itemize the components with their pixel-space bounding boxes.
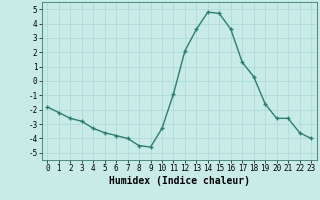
X-axis label: Humidex (Indice chaleur): Humidex (Indice chaleur) [109, 176, 250, 186]
